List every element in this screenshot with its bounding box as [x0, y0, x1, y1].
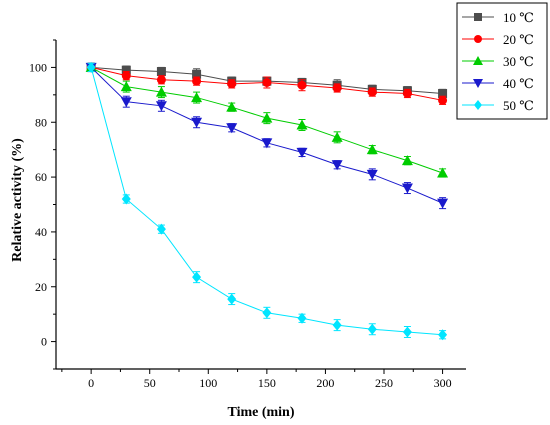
y-tick-label: 20: [35, 280, 47, 294]
data-point: [367, 87, 377, 97]
data-point: [121, 71, 131, 81]
legend-item-4: 50 ℃: [462, 98, 534, 113]
legend-label: 40 ℃: [503, 76, 534, 91]
data-point: [156, 75, 166, 85]
data-point: [367, 323, 377, 335]
data-point: [438, 88, 448, 98]
data-point: [192, 76, 202, 86]
data-point: [191, 92, 203, 103]
data-point: [437, 167, 449, 178]
data-point: [438, 95, 448, 105]
data-point: [401, 155, 413, 166]
y-tick-label: 40: [35, 225, 47, 239]
legend-marker: [474, 100, 482, 110]
data-point: [402, 326, 412, 338]
x-tick-label: 100: [199, 376, 217, 390]
legend-marker: [473, 56, 483, 65]
legend-label: 10 ℃: [503, 10, 534, 25]
data-point: [332, 83, 342, 93]
data-point: [296, 119, 308, 130]
data-point: [192, 271, 202, 283]
x-tick-label: 250: [375, 376, 393, 390]
legend-label: 50 ℃: [503, 98, 534, 113]
data-point: [332, 319, 342, 331]
series-2: [85, 61, 449, 178]
data-point: [155, 101, 167, 112]
y-tick-label: 0: [41, 335, 47, 349]
data-point: [120, 97, 132, 108]
data-point: [121, 65, 131, 75]
data-point: [86, 61, 96, 73]
data-point: [226, 123, 238, 134]
series-4: [86, 61, 448, 341]
y-tick-label: 80: [35, 115, 47, 129]
data-point: [437, 198, 449, 209]
legend-item-0: 10 ℃: [462, 10, 534, 25]
data-point: [296, 147, 308, 158]
data-point: [120, 81, 132, 92]
data-point: [366, 144, 378, 155]
series-line: [90, 67, 443, 336]
data-point: [331, 160, 343, 171]
data-point: [227, 293, 237, 305]
legend-marker: [473, 79, 483, 88]
data-point: [155, 86, 167, 97]
data-point: [262, 77, 272, 87]
data-point: [297, 312, 307, 324]
x-tick-label: 50: [144, 376, 156, 390]
x-tick-label: 150: [258, 376, 276, 390]
legend-item-2: 30 ℃: [462, 54, 534, 69]
data-point: [121, 193, 131, 205]
legend-label: 30 ℃: [503, 54, 534, 69]
data-point: [331, 131, 343, 142]
data-point: [401, 183, 413, 194]
y-tick-label: 60: [35, 170, 47, 184]
data-point: [191, 117, 203, 128]
x-tick-label: 200: [316, 376, 334, 390]
data-point: [156, 223, 166, 235]
data-point: [438, 329, 448, 341]
legend-marker: [474, 35, 482, 43]
legend-label: 20 ℃: [503, 32, 534, 47]
data-point: [226, 101, 238, 112]
y-tick-label: 100: [29, 60, 47, 74]
data-point: [297, 80, 307, 90]
legend-marker: [474, 13, 482, 21]
data-point: [261, 112, 273, 123]
x-tick-label: 300: [434, 376, 452, 390]
data-point: [262, 307, 272, 319]
x-axis-label: Time (min): [227, 405, 294, 420]
y-axis-label: Relative activity (%): [10, 138, 25, 262]
data-point: [227, 79, 237, 89]
data-point: [261, 138, 273, 149]
data-point: [402, 88, 412, 98]
x-tick-label: 0: [88, 376, 94, 390]
legend-item-1: 20 ℃: [462, 32, 534, 47]
data-point: [192, 69, 202, 79]
data-point: [156, 67, 166, 77]
data-point: [366, 169, 378, 180]
legend-item-3: 40 ℃: [462, 76, 534, 91]
series-1: [86, 62, 448, 105]
